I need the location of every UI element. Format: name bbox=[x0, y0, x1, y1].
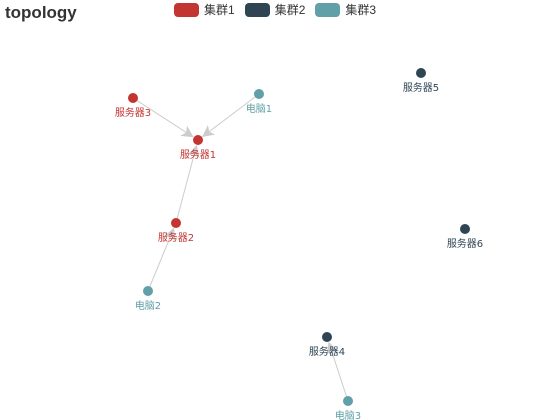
node-label-pc1: 电脑1 bbox=[246, 102, 272, 115]
node-label-server3: 服务器3 bbox=[115, 106, 151, 119]
legend-item-cluster3[interactable]: 集群3 bbox=[315, 3, 376, 17]
node-label-server4: 服务器4 bbox=[309, 345, 345, 358]
node-marker-pc2[interactable] bbox=[143, 286, 153, 296]
legend-swatch-cluster2 bbox=[244, 3, 270, 17]
edges-layer bbox=[136, 96, 347, 397]
node-marker-server1[interactable] bbox=[193, 135, 203, 145]
node-server3[interactable]: 服务器3 bbox=[115, 93, 151, 119]
node-pc1[interactable]: 电脑1 bbox=[246, 89, 272, 115]
node-label-pc2: 电脑2 bbox=[135, 299, 161, 312]
node-label-pc3: 电脑3 bbox=[335, 409, 361, 420]
legend-item-cluster2[interactable]: 集群2 bbox=[244, 3, 306, 17]
legend: 集群1 集群2 集群3 bbox=[174, 3, 386, 17]
legend-label-cluster1: 集群1 bbox=[204, 3, 235, 17]
chart-title: topology bbox=[5, 3, 77, 22]
node-marker-server6[interactable] bbox=[460, 224, 470, 234]
node-pc2[interactable]: 电脑2 bbox=[135, 286, 161, 312]
node-marker-pc3[interactable] bbox=[343, 396, 353, 406]
legend-item-cluster1[interactable]: 集群1 bbox=[174, 3, 235, 17]
node-server1[interactable]: 服务器1 bbox=[180, 135, 216, 161]
legend-swatch-cluster1 bbox=[174, 3, 199, 17]
node-server4[interactable]: 服务器4 bbox=[309, 332, 345, 358]
edge-server2-server1 bbox=[176, 144, 200, 219]
node-server5[interactable]: 服务器5 bbox=[403, 68, 439, 94]
node-server2[interactable]: 服务器2 bbox=[158, 218, 194, 244]
node-pc3[interactable]: 电脑3 bbox=[335, 396, 361, 420]
legend-label-cluster3: 集群3 bbox=[345, 3, 377, 17]
edge-server3-server1 bbox=[136, 100, 194, 138]
legend-label-cluster2: 集群2 bbox=[274, 3, 306, 17]
node-label-server2: 服务器2 bbox=[158, 231, 194, 244]
node-marker-server2[interactable] bbox=[171, 218, 181, 228]
node-label-server5: 服务器5 bbox=[403, 81, 439, 94]
node-marker-server5[interactable] bbox=[416, 68, 426, 78]
node-marker-pc1[interactable] bbox=[254, 89, 264, 99]
node-label-server6: 服务器6 bbox=[447, 237, 483, 250]
edge-pc1-server1 bbox=[201, 96, 256, 137]
edge-pc3-server4 bbox=[326, 341, 347, 397]
legend-swatch-cluster3 bbox=[315, 3, 341, 17]
edge-pc2-server2 bbox=[149, 227, 176, 287]
nodes-layer: 服务器3 电脑1 服务器1 服务器5 服务器2 服务器6 电脑2 服务器4 电脑3 bbox=[115, 68, 483, 420]
node-label-server1: 服务器1 bbox=[180, 148, 216, 161]
node-marker-server3[interactable] bbox=[128, 93, 138, 103]
node-server6[interactable]: 服务器6 bbox=[447, 224, 483, 250]
node-marker-server4[interactable] bbox=[322, 332, 332, 342]
